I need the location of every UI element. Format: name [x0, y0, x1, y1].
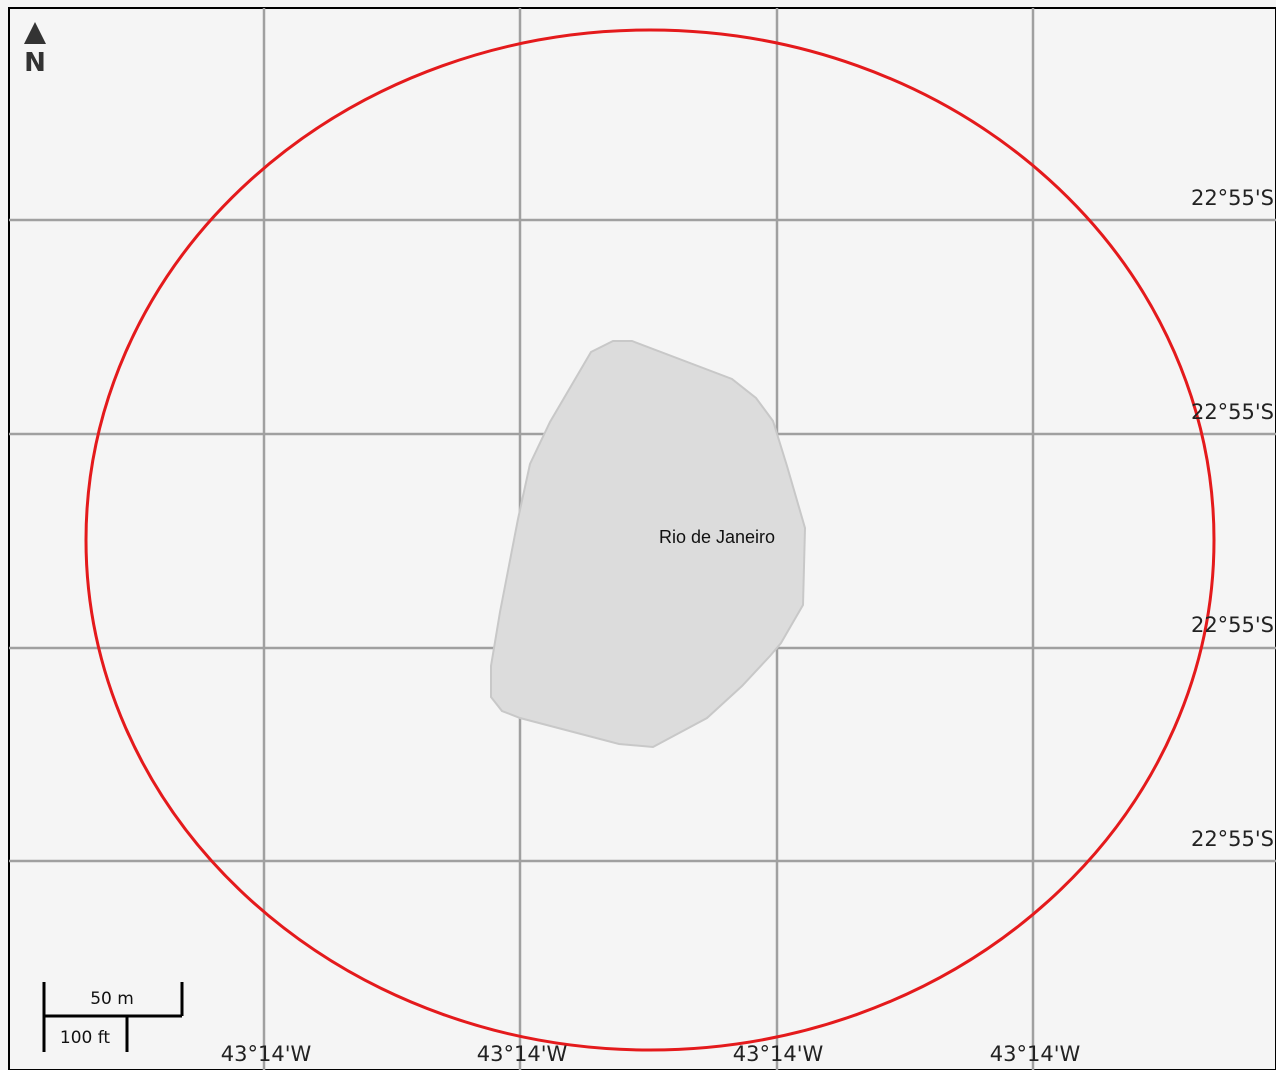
city-area-polygon[interactable]: [490, 340, 807, 749]
north-label: N: [24, 48, 46, 78]
longitude-label: 43°14'W: [990, 1042, 1081, 1066]
latitude-label: 22°55'S: [1191, 186, 1274, 210]
scale-metric-label: 50 m: [90, 989, 134, 1009]
scale-imperial-label: 100 ft: [60, 1028, 111, 1048]
latitude-label: 22°55'S: [1191, 613, 1274, 637]
latitude-label: 22°55'S: [1191, 400, 1274, 424]
scale-bar: [42, 982, 184, 1052]
longitude-label: 43°14'W: [221, 1042, 312, 1066]
place-label: Rio de Janeiro: [659, 527, 775, 547]
longitude-label: 43°14'W: [733, 1042, 824, 1066]
longitude-label: 43°14'W: [477, 1042, 568, 1066]
radius-circle: [84, 28, 1216, 1052]
north-arrow: N: [24, 22, 46, 78]
north-arrow-icon: [24, 22, 46, 44]
latitude-label: 22°55'S: [1191, 827, 1274, 851]
